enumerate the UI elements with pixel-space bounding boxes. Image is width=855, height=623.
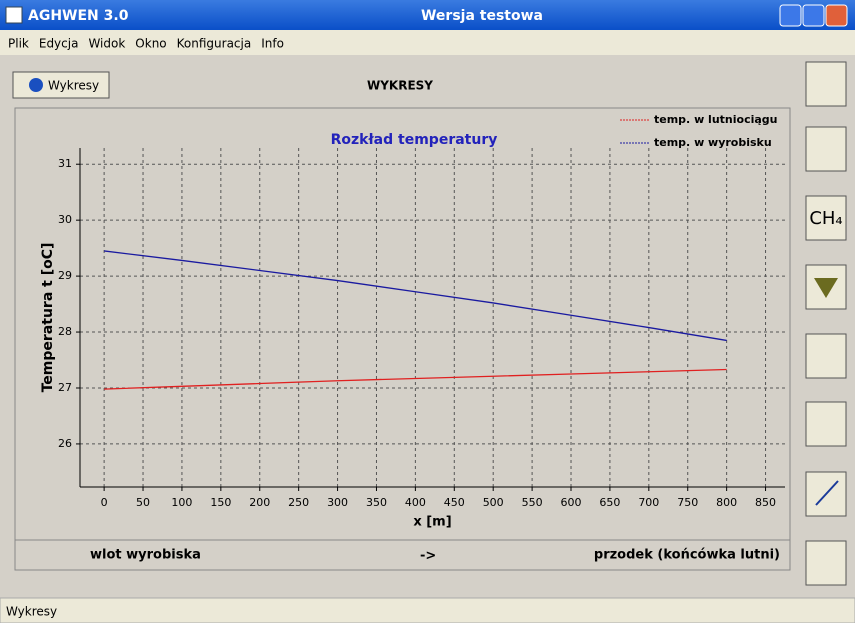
x-tick-label: 350 (366, 496, 387, 509)
side-button[interactable] (805, 195, 847, 241)
series-line (104, 250, 727, 342)
x-tick-label: 650 (599, 496, 620, 509)
menu-item[interactable]: Plik (8, 37, 29, 51)
app-title: AGHWEN 3.0 (28, 8, 129, 24)
x-tick-label: 50 (136, 496, 150, 509)
x-tick-label: 100 (171, 496, 192, 509)
footer-left: wlot wyrobiska (90, 548, 201, 563)
chart-title: Rozkład temperatury (331, 132, 498, 148)
side-button[interactable] (805, 61, 847, 107)
status-bar (0, 597, 855, 623)
x-tick-label: 800 (716, 496, 737, 509)
x-tick-label: 600 (561, 496, 582, 509)
x-tick-label: 700 (638, 496, 659, 509)
side-button[interactable] (805, 333, 847, 379)
x-tick-label: 500 (483, 496, 504, 509)
menu-item[interactable]: Info (261, 37, 284, 51)
x-tick-label: 850 (755, 496, 776, 509)
y-axis-label: Temperatura t [oC] (40, 243, 56, 393)
close-button[interactable] (825, 4, 848, 27)
side-button[interactable] (805, 401, 847, 447)
ch4-label: CH₄ (809, 208, 842, 229)
side-toolbar: CH₄ (805, 61, 847, 586)
title-bar (0, 0, 855, 30)
x-tick-label: 0 (101, 496, 108, 509)
footer-right: przodek (końcówka lutni) (594, 548, 780, 563)
y-tick-label: 27 (58, 381, 72, 394)
footer-center: -> (420, 549, 436, 564)
x-axis-label: x [m] (413, 515, 451, 530)
series-line (104, 368, 727, 390)
x-tick-label: 150 (210, 496, 231, 509)
plot-area (80, 148, 785, 487)
x-tick-label: 200 (249, 496, 270, 509)
help-icon (29, 78, 43, 92)
side-button[interactable] (805, 540, 847, 586)
button-label: Wykresy (48, 79, 99, 93)
x-tick-label: 400 (405, 496, 426, 509)
x-tick-label: 750 (677, 496, 698, 509)
footer-band (14, 539, 791, 571)
minimize-button[interactable] (779, 4, 802, 27)
menu-item[interactable]: Okno (135, 37, 166, 51)
side-button[interactable] (805, 126, 847, 172)
x-tick-label: 550 (522, 496, 543, 509)
y-tick-label: 30 (58, 213, 72, 226)
y-tick-label: 26 (58, 437, 72, 450)
menu-item[interactable]: Konfiguracja (177, 37, 252, 51)
status-text: Wykresy (6, 605, 57, 619)
maximize-button[interactable] (802, 4, 825, 27)
app-icon (5, 6, 23, 24)
menu-item[interactable]: Edycja (39, 37, 79, 51)
legend-label: temp. w wyrobisku (654, 136, 772, 149)
x-tick-label: 450 (444, 496, 465, 509)
y-tick-label: 31 (58, 157, 72, 170)
menu-item[interactable]: Widok (88, 37, 125, 51)
fan-icon (814, 278, 838, 298)
chart-icon (815, 480, 839, 506)
x-tick-label: 250 (288, 496, 309, 509)
y-tick-label: 29 (58, 269, 72, 282)
y-tick-label: 28 (58, 325, 72, 338)
section-heading: WYKRESY (367, 79, 433, 93)
x-tick-label: 300 (327, 496, 348, 509)
menu-bar (0, 30, 855, 55)
legend-label: temp. w lutniociągu (654, 113, 778, 126)
window-caption: Wersja testowa (421, 8, 543, 24)
